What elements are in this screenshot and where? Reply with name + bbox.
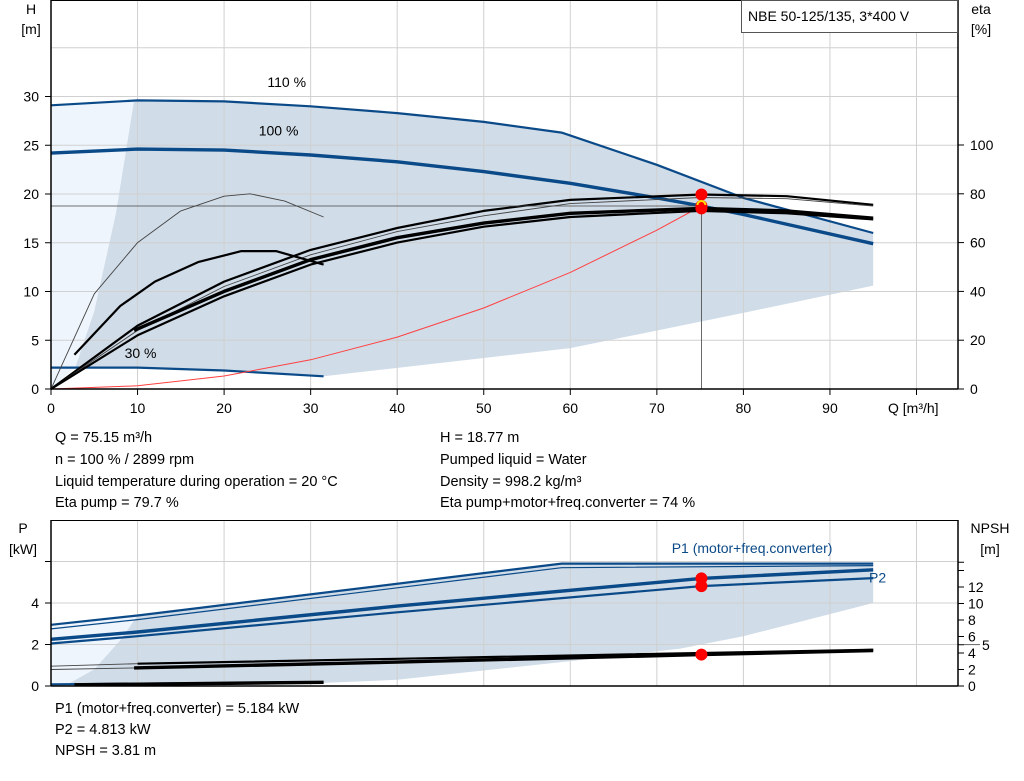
- curve-eta: [50, 193, 874, 390]
- y-tick-label: 15: [23, 235, 39, 251]
- x-tick-label: 70: [649, 400, 665, 416]
- y2-tick-label: 2: [968, 662, 976, 678]
- x-tick-label: 30: [303, 400, 319, 416]
- operating-range-upper: [75, 100, 874, 377]
- y2-tick-label: 10: [968, 596, 984, 612]
- curve-eta: [50, 209, 874, 390]
- operating-range-area: [75, 100, 874, 377]
- title-box: [741, 0, 958, 33]
- curves-upper: 110 % 100 % 30 %: [50, 74, 874, 390]
- y-tick-label: 30: [23, 89, 39, 105]
- y2-tick-label: 60: [970, 235, 986, 251]
- x-tick-label: 50: [476, 400, 492, 416]
- curve-p: [50, 562, 874, 626]
- x-tick-label: 40: [389, 400, 405, 416]
- operating-range-light-area: [51, 100, 135, 390]
- info-eta-pump: Eta pump = 79.7 %: [55, 495, 179, 511]
- duty-point-npsh: [695, 648, 708, 661]
- curve-p: [50, 568, 874, 641]
- curve-label: 100 %: [259, 123, 299, 139]
- info-head: H = 18.77 m: [440, 430, 520, 446]
- x-tick-label: 20: [216, 400, 232, 416]
- y2-tick-label: 12: [968, 579, 984, 595]
- x-tick-label: 10: [130, 400, 146, 416]
- y2-axis-unit-eta: [%]: [971, 21, 991, 37]
- duty-point-markers: [695, 188, 708, 661]
- y2-tick-label: 40: [970, 283, 986, 299]
- curve-label: 110 %: [267, 74, 306, 90]
- curve-label: P2: [869, 569, 886, 585]
- duty-point-highlight: [696, 200, 707, 206]
- y2-axis-unit-npsh: [m]: [980, 541, 999, 557]
- operating-range-area: [68, 563, 874, 684]
- y2-tick-label: 5: [982, 637, 990, 653]
- x-tick-label: 0: [47, 400, 55, 416]
- y-tick-label: 5: [31, 332, 39, 348]
- y2-axis-label-npsh: NPSH: [971, 520, 1010, 536]
- info-speed: n = 100 % / 2899 rpm: [55, 452, 195, 468]
- x-tick-label: 60: [563, 400, 579, 416]
- info-eta-total: Eta pump+motor+freq.converter = 74 %: [440, 495, 696, 511]
- curve-label: 30 %: [125, 345, 157, 361]
- x-axis-label-q: Q [m³/h]: [888, 400, 939, 416]
- y-axis-label-h: H: [26, 1, 36, 17]
- chart-title: NBE 50-125/135, 3*400 V: [748, 8, 910, 24]
- y-tick-label: 4: [31, 595, 39, 611]
- y-tick-label: 20: [23, 186, 39, 202]
- operating-range-light-upper: [51, 100, 135, 390]
- curve-eta: [50, 193, 324, 390]
- x-tick-label: 90: [822, 400, 838, 416]
- y2-tick-label: 4: [968, 645, 976, 661]
- curve-p: [50, 564, 874, 630]
- info-pumped-liquid: Pumped liquid = Water: [440, 452, 587, 468]
- duty-point-eta-pump: [695, 188, 708, 201]
- y2-tick-label: 80: [970, 186, 986, 202]
- y2-tick-label: 0: [968, 678, 976, 694]
- curve-npsh: [74, 680, 324, 687]
- y2-tick-label: 100: [970, 137, 994, 153]
- info-flow: Q = 75.15 m³/h: [55, 430, 153, 446]
- info-p2: P2 = 4.813 kW: [55, 722, 151, 738]
- y-tick-label: 0: [31, 678, 39, 694]
- curve-npsh: [137, 648, 874, 665]
- axes-upper: 0 10 20 30 40 50 60 70 80 90 0 5 10 15 20 25 30 0 20 40 60 80…: [23, 0, 994, 416]
- y2-tick-label: 0: [970, 381, 978, 397]
- curve-h: [50, 205, 702, 390]
- grid-upper: [51, 0, 958, 389]
- y-axis-unit-p: [kW]: [9, 541, 37, 557]
- info-density: Density = 998.2 kg/m³: [440, 474, 582, 490]
- y2-tick-label: 8: [968, 612, 976, 628]
- curve-h: [51, 366, 324, 378]
- y-axis-label-p: P: [18, 520, 27, 536]
- curves-lower: P1 (motor+freq.converter) P2: [50, 540, 886, 687]
- y-axis-unit-h: [m]: [21, 21, 40, 37]
- y-tick-label: 0: [31, 381, 39, 397]
- y-tick-label: 10: [23, 284, 39, 300]
- y2-axis-label-eta: eta: [971, 1, 991, 17]
- curve-p: [50, 577, 874, 645]
- info-liquid-temp: Liquid temperature during operation = 20…: [55, 474, 338, 490]
- operating-range-lower: [68, 563, 874, 684]
- x-tick-label: 80: [736, 400, 752, 416]
- y-tick-label: 2: [31, 637, 39, 653]
- y-tick-label: 25: [23, 137, 39, 153]
- duty-point-p2: [695, 580, 708, 593]
- curve-h: [50, 99, 874, 235]
- y2-tick-label: 6: [968, 629, 976, 645]
- info-p1: P1 (motor+freq.converter) = 5.184 kW: [55, 701, 300, 717]
- info-npsh: NPSH = 3.81 m: [55, 743, 157, 759]
- curve-npsh: [134, 648, 874, 670]
- curve-label: P1 (motor+freq.converter): [672, 540, 833, 556]
- curve-eta: [73, 250, 324, 356]
- y2-tick-label: 20: [970, 332, 986, 348]
- curve-eta: [133, 206, 874, 332]
